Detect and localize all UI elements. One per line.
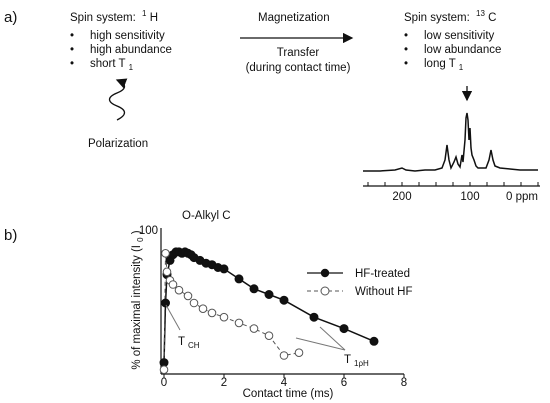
hf-treated-point-16: [219, 264, 229, 274]
spectrum-ticks: [367, 182, 539, 186]
legend-hf-treated: HF-treated: [355, 268, 410, 280]
spectrum-tick-200: 200: [392, 191, 411, 203]
hf-treated-points: [159, 247, 379, 368]
left-bullet-3: short T: [90, 58, 126, 70]
without-hf-point-4: [168, 280, 178, 289]
without-hf-point-6: [183, 291, 193, 301]
left-nucleus-sup: 1: [142, 9, 147, 18]
without-hf-point-8: [198, 304, 208, 314]
hf-treated-point-19: [264, 290, 274, 299]
without-hf-point-2: [162, 267, 172, 277]
hf-treated-point-0: [159, 358, 169, 368]
without-hf-point-10: [219, 312, 229, 322]
svg-text:Spin system: 1 H: Spin system: 1 H: [70, 7, 158, 24]
y-axis-label: % of maximal intensity (I: [131, 245, 143, 370]
y-tick-100: 100: [139, 225, 158, 237]
arrow-bottom-label-2: (during contact time): [246, 62, 351, 74]
hf-treated-point-22: [339, 324, 349, 334]
x-tick-label-2: 2: [221, 377, 227, 389]
without-hf-points: [159, 249, 304, 375]
x-tick-label-8: 8: [401, 377, 407, 389]
without-hf-point-1: [161, 249, 170, 258]
hf-treated-point-21: [309, 312, 319, 322]
legend-open-marker: [320, 286, 330, 296]
tch-pointer: [165, 304, 181, 331]
t1rho-label: T: [344, 354, 351, 366]
tch-label-sub: CH: [188, 341, 200, 350]
y-axis-label-end: ): [131, 230, 143, 234]
polarization-label: Polarization: [88, 138, 148, 150]
x-ticks: 0 2 4 6 8: [161, 374, 407, 389]
series-line-without-hf: [163, 253, 300, 370]
without-hf-point-5: [174, 285, 184, 295]
arrow-top-label: Magnetization: [258, 12, 330, 24]
hf-treated-point-18: [249, 284, 259, 294]
without-hf-point-15: [294, 348, 304, 358]
without-hf-point-14: [279, 351, 289, 360]
left-bullet-2: high abundance: [90, 44, 172, 56]
right-title: Spin system:: [404, 12, 470, 24]
svg-text:long T 1: long T 1: [424, 58, 464, 72]
svg-text:short T 1: short T 1: [90, 58, 134, 72]
chart-title: O-Alkyl C: [182, 210, 231, 222]
right-nucleus-sup: 13: [476, 9, 485, 18]
svg-text:Spin system: 13 C: Spin system: 13 C: [404, 7, 496, 24]
polarization-wave-icon: [108, 78, 128, 121]
without-hf-point-9: [207, 308, 217, 318]
t1rho-pointer-2: [319, 326, 346, 351]
svg-text:•: •: [404, 44, 408, 56]
left-t1-sub: 1: [129, 63, 134, 72]
left-nucleus: H: [150, 12, 158, 24]
right-bullet-3: long T: [424, 58, 456, 70]
hf-treated-point-20: [279, 295, 289, 305]
svg-text:•: •: [70, 58, 74, 70]
panel-b-label: b): [4, 227, 17, 244]
hf-treated-point-17: [234, 274, 244, 284]
without-hf-point-12: [249, 324, 259, 333]
spectrum-tick-0: 0 ppm: [506, 191, 538, 203]
svg-text:•: •: [404, 58, 408, 70]
legend-filled-marker: [320, 268, 330, 278]
svg-text:T CH: T CH: [178, 336, 200, 350]
svg-text:•: •: [70, 30, 74, 42]
svg-text:% of maximal intensity (I: % of maximal intensity (I 0 ): [131, 230, 146, 369]
right-bullet-2: low abundance: [424, 44, 501, 56]
hf-treated-point-1: [161, 298, 170, 308]
left-title: Spin system:: [70, 12, 136, 24]
svg-text:•: •: [70, 44, 74, 56]
x-axis-label: Contact time (ms): [243, 388, 334, 400]
tch-label: T: [178, 336, 185, 348]
right-bullet-1: low sensitivity: [424, 30, 495, 42]
nmr-spectrum-trace: [363, 112, 538, 172]
left-bullet-1: high sensitivity: [90, 30, 165, 42]
arrow-bottom-label-1: Transfer: [277, 47, 320, 59]
without-hf-point-7: [189, 298, 199, 308]
spectrum-tick-100: 100: [460, 191, 479, 203]
x-tick-label-6: 6: [341, 377, 347, 389]
without-hf-fit-line: [163, 253, 300, 370]
legend: HF-treated Without HF: [307, 268, 413, 298]
svg-text:•: •: [404, 30, 408, 42]
right-nucleus: C: [488, 12, 496, 24]
x-tick-label-0: 0: [161, 377, 167, 389]
left-bullets: • • • high sensitivity high abundance sh…: [70, 30, 172, 72]
y-axis-label-sub: 0: [136, 237, 145, 242]
without-hf-point-0: [159, 365, 169, 375]
right-bullets: • • • low sensitivity low abundance long…: [404, 30, 501, 72]
without-hf-point-11: [234, 318, 244, 328]
x-tick-label-4: 4: [281, 377, 288, 389]
legend-without-hf: Without HF: [355, 286, 413, 298]
t1rho-pointer-1: [295, 337, 346, 351]
hf-treated-point-23: [369, 336, 379, 346]
t1rho-label-sub: 1ρH: [354, 359, 369, 368]
svg-text:T 1ρH: T 1ρH: [344, 354, 369, 368]
panel-a-label: a): [4, 9, 17, 26]
without-hf-point-13: [264, 331, 274, 341]
right-t1-sub: 1: [459, 63, 464, 72]
